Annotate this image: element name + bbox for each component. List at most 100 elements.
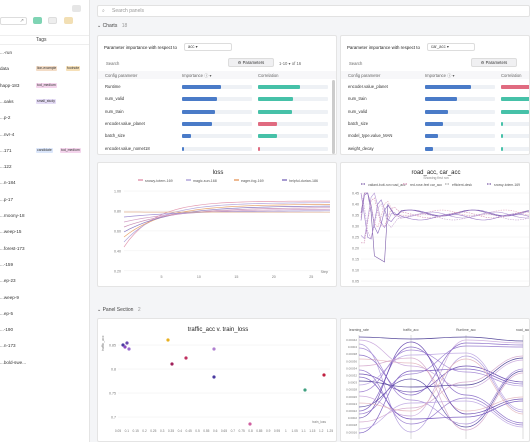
correlation-bar <box>501 85 529 89</box>
importance-bar <box>182 121 213 126</box>
config-parameter-header: Config parameter <box>348 73 381 78</box>
y-tick-label: 0.0004 <box>348 345 358 349</box>
x-tick-label: 0.45 <box>186 429 192 433</box>
run-row[interactable]: ...p-17 <box>0 194 89 206</box>
correlation-bar <box>501 146 503 151</box>
parameter-name: num_valid <box>105 96 125 102</box>
metric-select[interactable]: car_acc ▾ <box>427 43 475 51</box>
sort-icon[interactable] <box>64 17 73 24</box>
runs-table-header: Tags <box>0 36 89 45</box>
metric-select[interactable]: acc ▾ <box>184 43 232 51</box>
y-tick-label: 0.00036 <box>346 359 357 363</box>
run-tag[interactable]: candidate <box>36 147 53 153</box>
panel-search-input[interactable]: ⌕ Search panels <box>97 5 530 17</box>
y-tick-label: 0.30 <box>352 225 359 229</box>
run-row[interactable]: ...weep-15 <box>0 226 89 238</box>
table-scrollbar[interactable] <box>332 80 335 154</box>
x-tick-label: 20 <box>272 275 276 279</box>
pagination[interactable]: 1-10 ▾ of 16 <box>279 61 302 66</box>
run-tag[interactable]: small_study <box>36 98 56 104</box>
group-icon[interactable] <box>48 17 57 24</box>
run-row[interactable]: ...n-184 <box>0 177 89 189</box>
y-tick-label: 0.60 <box>114 229 121 233</box>
importance-bar <box>425 97 458 102</box>
correlation-track <box>258 134 328 139</box>
run-name: ...weep-9 <box>0 294 19 300</box>
charts-section-header[interactable]: ⌄ Charts 18 <box>97 23 127 29</box>
x-tick-label: 0.2 <box>142 429 147 433</box>
parameters-button[interactable]: ⚙ Parameters <box>228 58 274 67</box>
parameters-button[interactable]: ⚙ Parameters <box>471 58 517 67</box>
loss-chart-panel: loss snowy-totem-169 magic-sun-168 eager-fo… <box>97 162 337 287</box>
importance-bar <box>425 109 449 114</box>
run-row[interactable]: ...-run <box>0 47 89 59</box>
parallel-run-line <box>358 370 524 428</box>
y-tick-label: 0.35 <box>352 214 359 218</box>
legend-entry: eager-fog-169 <box>241 179 264 183</box>
importance-bar <box>425 134 438 139</box>
run-name: ...n-173 <box>0 343 16 349</box>
run-row[interactable]: ...bold-swe... <box>0 357 89 369</box>
scatter-point <box>303 388 307 392</box>
run-row[interactable]: ...171 candidate tod_medium <box>0 145 89 157</box>
y-tick-label: 0.00024 <box>346 402 357 406</box>
legend-entry: valiant-butt-run road_acc <box>368 183 406 187</box>
x-tick-label: 0.15 <box>133 429 139 433</box>
parallel-run-line <box>358 400 524 430</box>
run-tag[interactable]: tod_medium <box>36 82 57 88</box>
y-tick-label: 0.0002 <box>348 416 358 420</box>
run-tag[interactable]: footnote <box>66 66 81 72</box>
parameter-name: encoder.value_planet <box>105 120 145 126</box>
importance-header[interactable]: Importance ⓘ ▾ <box>425 73 455 78</box>
correlation-bar <box>501 134 503 139</box>
run-tag[interactable]: tod_medium <box>60 147 81 153</box>
run-row[interactable]: ...weep-9 <box>0 292 89 304</box>
x-axis-label: train_loss <box>312 420 326 424</box>
y-tick-label: 0.00026 <box>346 395 357 399</box>
correlation-bar <box>501 109 529 114</box>
panel-section-header[interactable]: ⌄ Panel Section 2 <box>97 307 141 313</box>
y-tick-label: 0.00032 <box>346 374 357 378</box>
run-row[interactable]: ...p-2 <box>0 112 89 124</box>
run-row[interactable]: ...rnoony-18 <box>0 210 89 222</box>
road-series-line <box>360 192 529 240</box>
run-row[interactable]: ...ep-23 <box>0 275 89 287</box>
filter-input[interactable]: ↗ <box>0 17 27 25</box>
y-tick-label: 0.25 <box>352 236 359 240</box>
scatter-point <box>322 373 326 377</box>
collapse-icon[interactable] <box>72 5 81 12</box>
parameter-importance-panel-acc: Parameter importance with respect to acc … <box>97 35 337 155</box>
x-tick-label: 0.4 <box>178 429 183 433</box>
x-tick-label: 1.2 <box>319 429 324 433</box>
run-row[interactable]: ...forest-173 <box>0 243 89 255</box>
run-row[interactable]: ...122 <box>0 161 89 173</box>
run-name: happ-183 <box>0 82 20 88</box>
run-row[interactable]: data lion-example footnote <box>0 63 89 75</box>
parallel-coordinates-chart: learning_rate traffic_acc Runtime_acc road_… <box>346 328 529 439</box>
parallel-run-line <box>358 343 524 433</box>
run-row[interactable]: ...-159 <box>0 259 89 271</box>
filter-icon[interactable] <box>33 17 42 24</box>
correlation-bar <box>258 146 261 151</box>
run-row[interactable]: ...nvr-4 <box>0 129 89 141</box>
loss-title: loss <box>213 170 224 176</box>
road-car-acc-chart-panel: road_acc, car_acc Showing first run valian… <box>340 162 530 287</box>
x-tick-label: 5 <box>160 275 162 279</box>
parameter-name: num_train <box>348 96 367 102</box>
scatter-point <box>212 375 216 379</box>
importance-header[interactable]: Importance ⓘ ▾ <box>182 73 212 78</box>
charts-section-count: 18 <box>121 23 128 29</box>
run-row[interactable]: ...n-173 <box>0 340 89 352</box>
run-row[interactable]: ...ep-5 <box>0 308 89 320</box>
run-row[interactable]: happ-183 tod_medium <box>0 80 89 92</box>
y-tick-label: 0.75 <box>109 392 116 396</box>
road-series-line <box>360 192 529 263</box>
run-tag[interactable]: lion-example <box>36 66 58 72</box>
parallel-run-line <box>358 357 524 388</box>
sidebar-toolbar: ↗ <box>0 0 89 36</box>
run-row[interactable]: ...-190 <box>0 324 89 336</box>
scatter-point <box>248 422 252 426</box>
run-row[interactable]: ...oaks small_study <box>0 96 89 108</box>
importance-track <box>425 109 495 114</box>
x-tick-label: 0.35 <box>168 429 174 433</box>
